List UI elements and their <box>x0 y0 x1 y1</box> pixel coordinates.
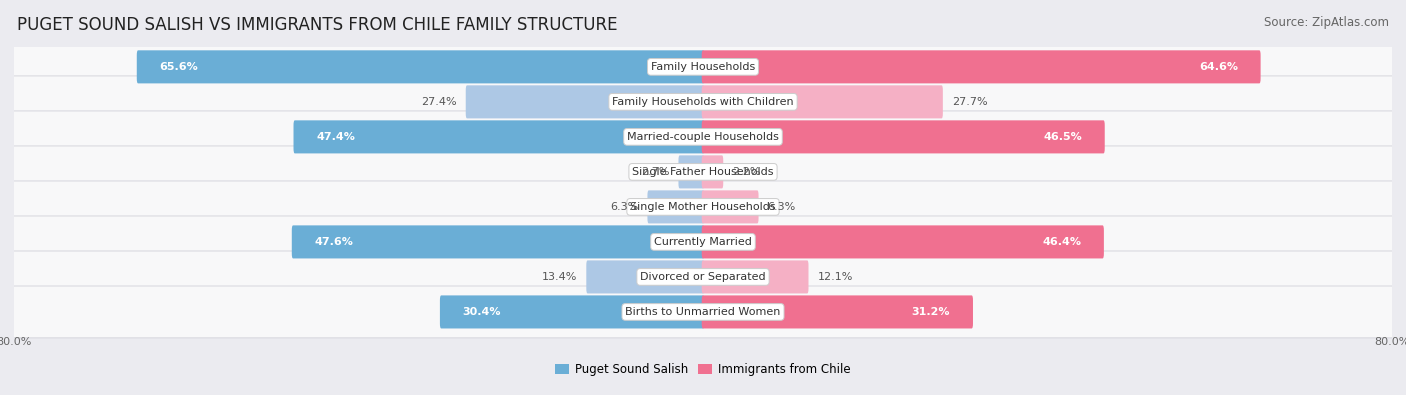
Text: 80.0%: 80.0% <box>0 337 32 347</box>
Text: 80.0%: 80.0% <box>1374 337 1406 347</box>
Text: 6.3%: 6.3% <box>610 202 638 212</box>
Text: 30.4%: 30.4% <box>463 307 501 317</box>
Text: 64.6%: 64.6% <box>1199 62 1237 72</box>
Text: 27.7%: 27.7% <box>952 97 987 107</box>
FancyBboxPatch shape <box>11 41 1395 93</box>
FancyBboxPatch shape <box>136 50 704 83</box>
Text: 47.4%: 47.4% <box>316 132 356 142</box>
Text: Single Mother Households: Single Mother Households <box>630 202 776 212</box>
FancyBboxPatch shape <box>465 85 704 118</box>
Text: 2.2%: 2.2% <box>733 167 761 177</box>
Text: Divorced or Separated: Divorced or Separated <box>640 272 766 282</box>
Text: 2.7%: 2.7% <box>641 167 669 177</box>
Text: Married-couple Households: Married-couple Households <box>627 132 779 142</box>
Text: 46.5%: 46.5% <box>1043 132 1083 142</box>
Legend: Puget Sound Salish, Immigrants from Chile: Puget Sound Salish, Immigrants from Chil… <box>551 358 855 381</box>
FancyBboxPatch shape <box>702 85 943 118</box>
Text: 47.6%: 47.6% <box>315 237 353 247</box>
FancyBboxPatch shape <box>292 226 704 258</box>
FancyBboxPatch shape <box>647 190 704 224</box>
FancyBboxPatch shape <box>586 260 704 293</box>
FancyBboxPatch shape <box>11 251 1395 303</box>
FancyBboxPatch shape <box>11 216 1395 268</box>
Text: Single Father Households: Single Father Households <box>633 167 773 177</box>
FancyBboxPatch shape <box>702 226 1104 258</box>
FancyBboxPatch shape <box>11 76 1395 128</box>
FancyBboxPatch shape <box>440 295 704 329</box>
Text: 31.2%: 31.2% <box>911 307 950 317</box>
FancyBboxPatch shape <box>702 260 808 293</box>
Text: 12.1%: 12.1% <box>817 272 853 282</box>
Text: 6.3%: 6.3% <box>768 202 796 212</box>
Text: 27.4%: 27.4% <box>420 97 457 107</box>
FancyBboxPatch shape <box>702 190 759 224</box>
Text: Family Households with Children: Family Households with Children <box>612 97 794 107</box>
FancyBboxPatch shape <box>11 111 1395 163</box>
Text: 65.6%: 65.6% <box>160 62 198 72</box>
Text: Source: ZipAtlas.com: Source: ZipAtlas.com <box>1264 16 1389 29</box>
FancyBboxPatch shape <box>11 181 1395 233</box>
FancyBboxPatch shape <box>679 155 704 188</box>
FancyBboxPatch shape <box>702 50 1261 83</box>
FancyBboxPatch shape <box>702 120 1105 153</box>
FancyBboxPatch shape <box>702 155 723 188</box>
FancyBboxPatch shape <box>294 120 704 153</box>
Text: Family Households: Family Households <box>651 62 755 72</box>
Text: Currently Married: Currently Married <box>654 237 752 247</box>
Text: 13.4%: 13.4% <box>541 272 578 282</box>
FancyBboxPatch shape <box>11 146 1395 198</box>
FancyBboxPatch shape <box>702 295 973 329</box>
Text: Births to Unmarried Women: Births to Unmarried Women <box>626 307 780 317</box>
FancyBboxPatch shape <box>11 286 1395 338</box>
Text: PUGET SOUND SALISH VS IMMIGRANTS FROM CHILE FAMILY STRUCTURE: PUGET SOUND SALISH VS IMMIGRANTS FROM CH… <box>17 16 617 34</box>
Text: 46.4%: 46.4% <box>1042 237 1081 247</box>
